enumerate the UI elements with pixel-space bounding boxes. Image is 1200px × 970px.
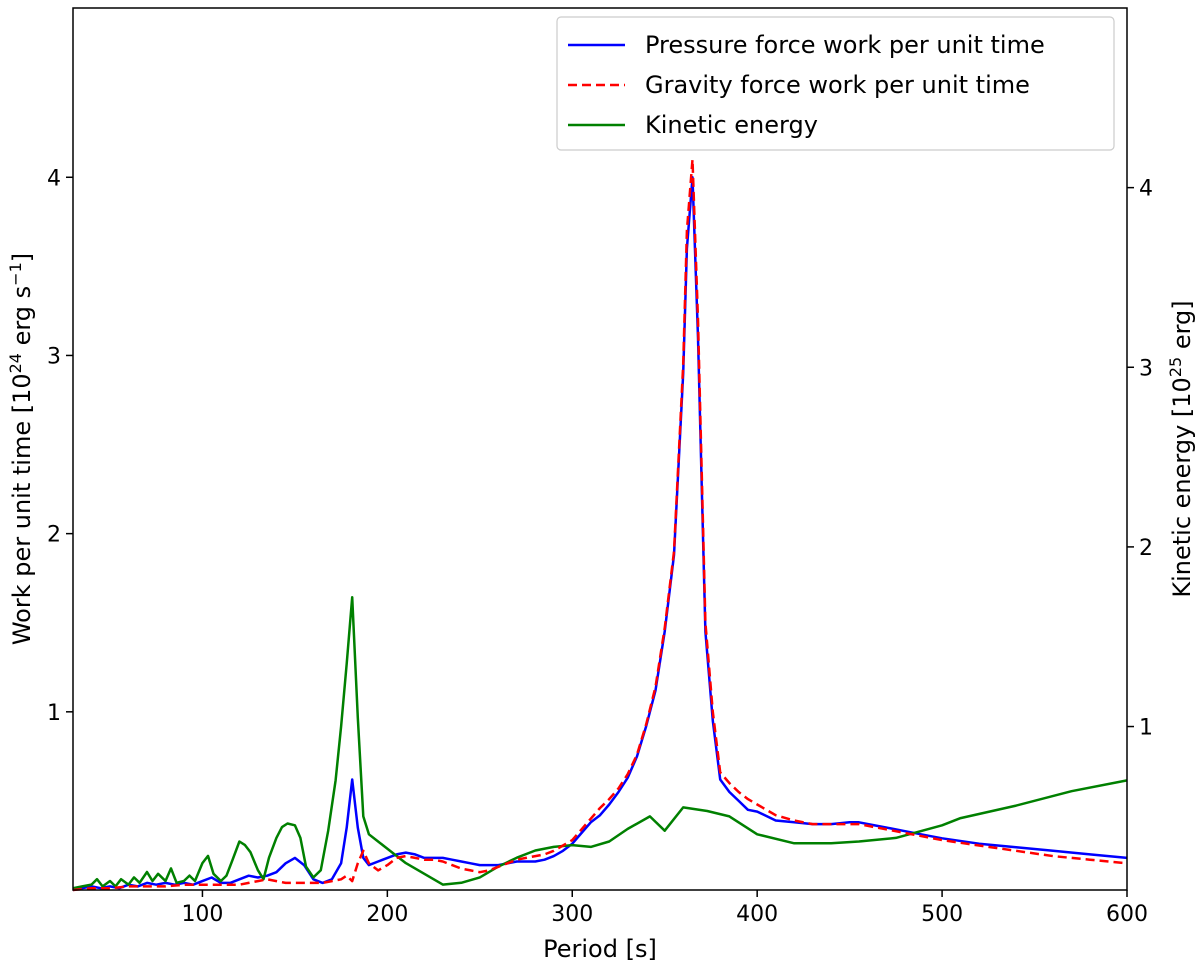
legend-box	[556, 16, 1115, 151]
left-tick-label: 1	[47, 701, 61, 726]
legend: Pressure force work per unit time Gravit…	[556, 16, 1115, 151]
right-axis-label: Kinetic energy [1025 erg]	[1166, 300, 1197, 597]
x-tick-label: 100	[181, 902, 223, 927]
x-tick-label: 200	[366, 902, 408, 927]
series-layer	[72, 158, 1128, 892]
right-tick-label: 1	[1139, 716, 1153, 741]
kinetic-energy-line	[72, 595, 1128, 890]
left-tick-label: 2	[47, 523, 61, 548]
plot-frame	[72, 7, 1128, 891]
pressure-work-line	[72, 176, 1128, 892]
right-tick-label: 2	[1139, 536, 1153, 561]
gravity-work-line	[72, 158, 1128, 892]
left-tick-label: 3	[47, 344, 61, 369]
plot-background	[73, 8, 1127, 890]
right-tick-label: 3	[1139, 356, 1153, 381]
left-axis-label: Work per unit time [1024 erg s−1]	[6, 253, 37, 645]
x-tick-label: 300	[551, 902, 593, 927]
x-axis-label: Period [s]	[543, 935, 657, 963]
left-tick-label: 4	[47, 166, 61, 191]
legend-label-kinetic: Kinetic energy	[645, 111, 818, 139]
x-axis-ticks: 100 200 300 400 500 600	[181, 890, 1148, 927]
right-axis-ticks: 1 2 3 4	[1127, 177, 1153, 741]
x-tick-label: 500	[921, 902, 963, 927]
legend-label-gravity: Gravity force work per unit time	[645, 71, 1030, 99]
x-tick-label: 400	[736, 902, 778, 927]
left-axis-ticks: 1 2 3 4	[47, 166, 73, 726]
right-tick-label: 4	[1139, 177, 1153, 202]
legend-label-pressure: Pressure force work per unit time	[645, 31, 1045, 59]
x-tick-label: 600	[1106, 902, 1148, 927]
